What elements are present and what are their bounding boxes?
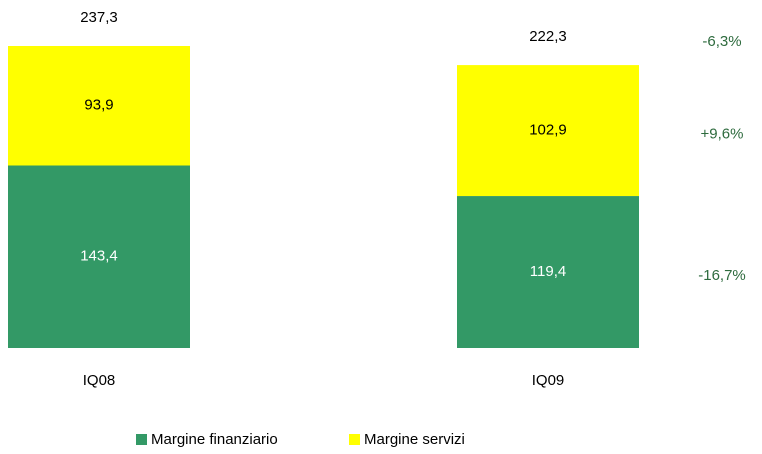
x-tick-label: IQ09 [532,372,565,389]
change-label: +9,6% [701,126,744,143]
x-tick-label: IQ08 [83,372,116,389]
total-label: 222,3 [529,28,567,45]
bar-segment [457,196,639,348]
change-label: -6,3% [702,33,741,50]
value-label: 143,4 [80,248,118,265]
value-label: 102,9 [529,122,567,139]
bar-segment [8,165,190,348]
legend-swatch [136,434,147,445]
value-label: 93,9 [84,97,113,114]
legend-label: Margine finanziario [151,431,278,448]
change-label: -16,7% [698,267,746,284]
bar-segment [457,65,639,197]
total-label: 237,3 [80,9,118,26]
legend-label: Margine servizi [364,431,465,448]
legend-swatch [349,434,360,445]
value-label: 119,4 [530,263,566,280]
bar-segment [8,46,190,166]
